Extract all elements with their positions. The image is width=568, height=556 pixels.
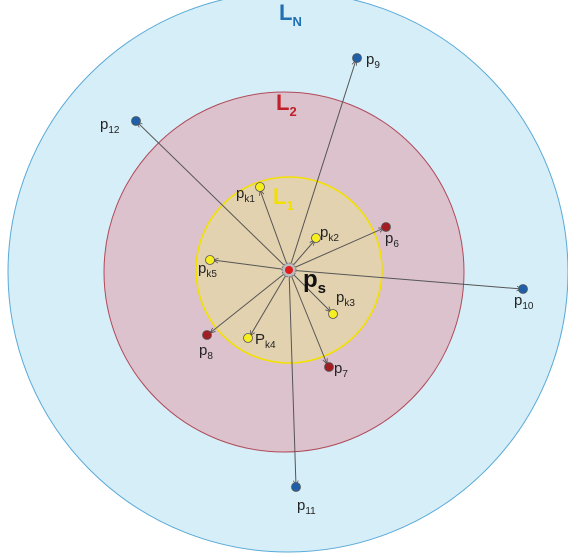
point-p7 [324,362,334,372]
source-point [285,266,293,274]
arrow-to-pk4 [250,269,290,336]
level-label-2: L2 [276,90,297,119]
arrow-to-pk5 [213,260,290,271]
arrow-group [137,60,522,486]
label-pk5: pk5 [198,260,217,280]
point-pk2 [311,233,321,243]
point-p8 [202,330,212,340]
label-p10: p10 [514,292,534,312]
point-p10 [518,284,528,294]
point-pk5 [205,255,215,265]
label-p8: p8 [199,342,213,362]
arrow-to-p12 [137,122,290,271]
arrow-to-pk3 [288,269,331,312]
label-pk2: pk2 [320,224,339,244]
label-pk4: Pk4 [255,331,276,351]
arrow-to-p11 [288,269,296,486]
point-pk4 [243,333,253,343]
level-label-1: L1 [273,184,294,213]
point-p6 [381,222,391,232]
source-label: ps [303,266,326,297]
level-label-n: LN [279,0,302,29]
label-p6: p6 [385,230,399,250]
label-pk1: pk1 [236,185,255,205]
label-p7: p7 [334,360,348,380]
arrow-to-pk1 [260,190,290,271]
label-p11: p11 [297,497,316,517]
label-p12: p12 [100,116,120,136]
point-group [131,53,528,492]
arrow-to-p8 [210,269,290,333]
point-p12 [131,116,141,126]
label-pk3: pk3 [336,289,355,309]
arrow-to-p10 [288,269,522,289]
point-p11 [291,482,301,492]
point-pk1 [255,182,265,192]
arrow-to-p9 [288,60,356,271]
point-pk3 [328,309,338,319]
point-p9 [352,53,362,63]
arrow-to-p7 [288,269,327,364]
arrow-to-p6 [288,227,384,271]
label-p9: p9 [366,51,380,71]
